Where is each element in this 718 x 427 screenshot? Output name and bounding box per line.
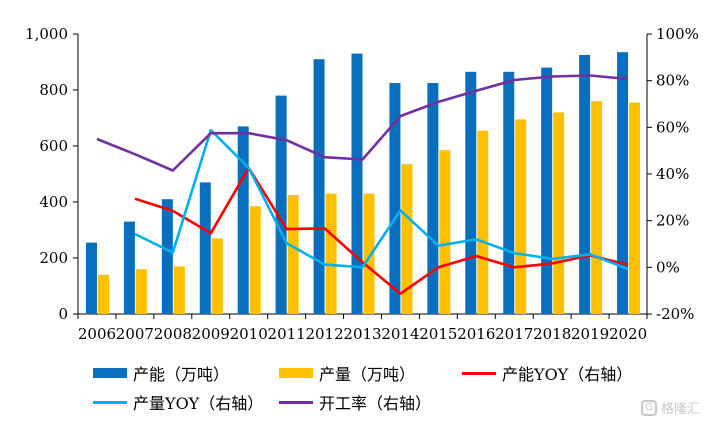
- x-tick-label: 2017: [495, 325, 533, 343]
- x-tick-label: 2006: [78, 325, 116, 343]
- capacity-bar: [351, 53, 363, 314]
- output-bar: [515, 119, 527, 315]
- right-tick-label: 80%: [656, 72, 689, 90]
- capacity-bar: [389, 83, 401, 314]
- x-tick-label: 2016: [457, 325, 495, 343]
- output-bar: [439, 150, 451, 314]
- output-bar: [211, 238, 223, 314]
- left-tick-label: 200: [39, 249, 68, 267]
- capacity-yoy-line: [134, 166, 629, 295]
- output-bar: [325, 193, 337, 314]
- left-tick-label: 0: [58, 305, 68, 323]
- left-tick-label: 800: [39, 81, 68, 99]
- capacity-bar: [313, 59, 325, 315]
- right-tick-label: 0%: [656, 258, 680, 276]
- utilization-line: [96, 74, 629, 172]
- capacity-bar: [161, 199, 173, 314]
- output-bar: [97, 274, 109, 314]
- output-bar: [363, 193, 375, 314]
- watermark-text: 格隆汇: [660, 402, 700, 417]
- x-tick-label: 2007: [116, 325, 154, 343]
- watermark: G 格隆汇: [640, 398, 700, 417]
- x-tick-label: 2009: [192, 325, 230, 343]
- right-tick-label: 60%: [656, 118, 689, 136]
- capacity-bar: [85, 242, 97, 314]
- output-bar: [287, 195, 299, 314]
- output-bar: [553, 112, 565, 315]
- output-bar: [401, 164, 413, 314]
- x-tick-label: 2018: [533, 325, 571, 343]
- x-tick-label: 2020: [609, 325, 647, 343]
- capacity-bar: [465, 71, 477, 314]
- x-tick-label: 2014: [381, 325, 419, 343]
- x-tick-label: 2008: [154, 325, 192, 343]
- capacity-bar: [541, 67, 553, 314]
- capacity-bar: [427, 83, 439, 314]
- capacity-bar: [237, 126, 249, 315]
- left-tick-label: 1,000: [25, 25, 68, 43]
- capacity-bar: [275, 95, 287, 314]
- output-bar: [135, 269, 147, 314]
- right-tick-label: 20%: [656, 212, 689, 230]
- output-yoy-line: [134, 128, 629, 271]
- x-tick-label: 2019: [571, 325, 609, 343]
- output-bar: [249, 206, 261, 314]
- right-tick-label: 100%: [656, 25, 699, 43]
- x-tick-label: 2013: [343, 325, 381, 343]
- right-tick-label: -20%: [656, 305, 694, 323]
- left-tick-label: 600: [39, 137, 68, 155]
- left-tick-label: 400: [39, 193, 68, 211]
- x-tick-label: 2011: [268, 325, 306, 343]
- output-bar: [477, 130, 489, 314]
- output-bar: [173, 266, 185, 314]
- capacity-bar: [579, 55, 591, 314]
- x-tick-label: 2010: [230, 325, 268, 343]
- output-bar: [629, 102, 641, 314]
- x-tick-label: 2012: [305, 325, 343, 343]
- output-bar: [591, 101, 603, 314]
- capacity-bar: [123, 221, 135, 314]
- capacity-bar: [199, 182, 211, 314]
- capacity-bar: [617, 52, 629, 314]
- right-tick-label: 40%: [656, 165, 689, 183]
- x-tick-label: 2015: [419, 325, 457, 343]
- gelonghui-logo-icon: G: [640, 399, 657, 416]
- capacity-bar: [503, 71, 515, 314]
